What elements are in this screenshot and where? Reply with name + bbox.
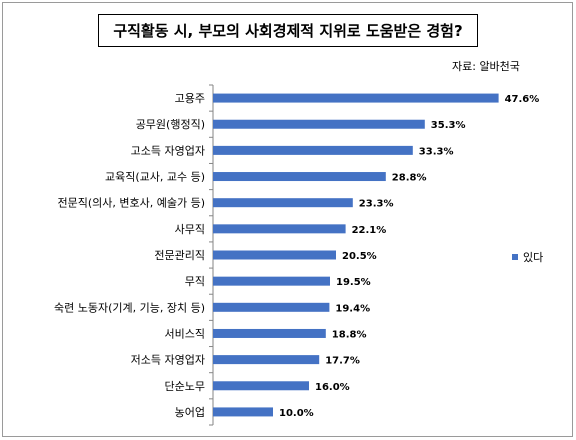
bar xyxy=(213,172,386,182)
category-label: 저소득 자영업자 xyxy=(131,354,205,367)
data-label: 23.3% xyxy=(359,199,394,210)
category-label: 고용주 xyxy=(175,92,205,105)
bar xyxy=(213,407,273,417)
data-label: 28.8% xyxy=(392,173,427,184)
category-label: 전문관리직 xyxy=(154,249,205,262)
data-label: 18.8% xyxy=(332,329,367,340)
legend-label: 있다 xyxy=(523,251,544,264)
data-label: 47.6% xyxy=(505,94,540,105)
bar xyxy=(213,119,425,129)
bar xyxy=(213,198,353,208)
category-label: 단순노무 xyxy=(165,380,205,393)
category-label: 교육직(교사, 교수 등) xyxy=(105,171,205,184)
source-label: 자료: 알바천국 xyxy=(452,60,520,73)
category-label: 숙련 노동자(기계, 기능, 장치 등) xyxy=(54,301,205,314)
data-label: 19.4% xyxy=(335,303,370,314)
chart-title: 구직활동 시, 부모의 사회경제적 지위로 도움받은 경험? xyxy=(98,14,478,47)
bar xyxy=(213,93,499,103)
bar xyxy=(213,276,330,286)
category-label: 공무원(행정직) xyxy=(136,118,205,131)
category-label: 무직 xyxy=(185,275,205,288)
data-label: 10.0% xyxy=(279,408,314,419)
data-label: 35.3% xyxy=(431,120,466,131)
bar xyxy=(213,355,320,365)
data-label: 20.5% xyxy=(342,251,377,262)
category-label: 서비스직 xyxy=(165,327,205,340)
data-label: 16.0% xyxy=(315,382,350,393)
bar xyxy=(213,302,330,312)
data-label: 22.1% xyxy=(352,225,387,236)
bar xyxy=(213,328,326,338)
category-label: 농어업 xyxy=(175,406,205,419)
bar xyxy=(213,145,413,155)
legend: 있다 xyxy=(512,249,543,265)
category-label: 고소득 자영업자 xyxy=(131,144,205,157)
bar xyxy=(213,381,309,391)
data-label: 19.5% xyxy=(336,277,371,288)
data-label: 17.7% xyxy=(325,356,360,367)
data-label: 33.3% xyxy=(419,146,454,157)
bar xyxy=(213,224,346,234)
category-label: 사무직 xyxy=(175,223,205,236)
category-label: 전문직(의사, 변호사, 예술가 등) xyxy=(57,197,205,210)
bar xyxy=(213,250,336,260)
legend-swatch xyxy=(512,254,518,260)
